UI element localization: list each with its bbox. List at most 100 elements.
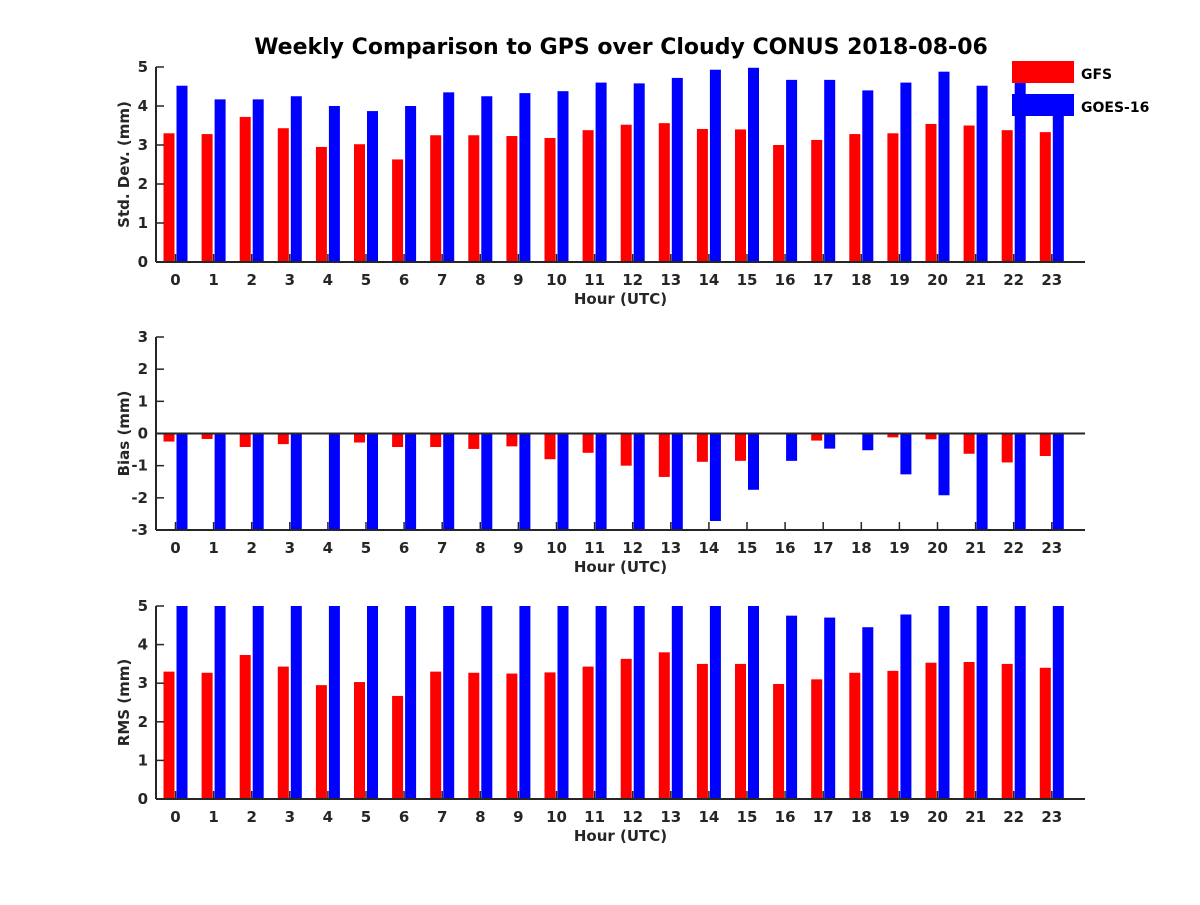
goes-bar-9	[519, 93, 531, 262]
goes-bar-7	[443, 433, 455, 530]
goes-bar-13	[671, 77, 683, 262]
x-tick-label: 6	[399, 539, 409, 557]
x-tick-label: 17	[813, 271, 834, 289]
y-tick-label: 3	[138, 136, 148, 154]
gfs-bar-19	[887, 670, 899, 799]
goes-bar-12	[633, 83, 645, 262]
goes-bar-22	[1014, 433, 1026, 530]
gfs-bar-0	[163, 433, 175, 442]
goes-bar-12	[633, 433, 645, 530]
x-tick-label: 10	[546, 808, 567, 826]
gfs-bar-21	[963, 433, 975, 454]
gfs-bar-0	[163, 133, 175, 262]
goes-bar-6	[405, 606, 417, 799]
gfs-bar-16	[773, 683, 785, 799]
goes-bar-7	[443, 606, 455, 799]
goes-bar-1	[214, 433, 226, 530]
goes-bar-19	[900, 82, 912, 262]
x-tick-label: 2	[246, 271, 256, 289]
gfs-bar-11	[582, 666, 594, 799]
goes-bar-18	[862, 433, 874, 451]
gfs-bar-7	[430, 433, 442, 448]
y-tick-label: 0	[138, 790, 148, 808]
x-tick-label: 12	[622, 808, 643, 826]
gfs-bar-5	[354, 682, 365, 799]
goes-bar-6	[405, 433, 417, 530]
x-tick-label: 20	[927, 808, 948, 826]
gfs-bar-10	[544, 137, 556, 262]
goes-bar-21	[976, 433, 988, 530]
gfs-bar-16	[773, 145, 785, 262]
legend-swatch-gfs	[1012, 61, 1074, 83]
x-tick-label: 22	[1003, 808, 1024, 826]
goes-bar-11	[595, 433, 607, 530]
x-tick-label: 9	[513, 539, 523, 557]
x-tick-label: 3	[285, 539, 295, 557]
x-tick-label: 1	[208, 539, 218, 557]
x-tick-label: 20	[927, 539, 948, 557]
goes-bar-21	[976, 606, 988, 799]
goes-bar-14	[709, 433, 721, 521]
goes-bar-10	[557, 433, 569, 530]
y-tick-label: 2	[138, 713, 148, 731]
y-tick-label: 2	[138, 175, 148, 193]
goes-bar-14	[709, 606, 721, 799]
x-tick-label: 15	[737, 808, 758, 826]
legend: GFS GOES-16	[1012, 61, 1149, 116]
legend-label-goes: GOES-16	[1081, 100, 1149, 116]
goes-bar-4	[328, 606, 340, 799]
x-tick-label: 13	[660, 539, 681, 557]
x-tick-label: 12	[622, 271, 643, 289]
x-axis-label: Hour (UTC)	[574, 827, 667, 845]
goes-bar-12	[633, 606, 645, 799]
x-tick-label: 11	[584, 271, 605, 289]
goes-bar-18	[862, 627, 874, 799]
gfs-bar-9	[506, 136, 518, 262]
x-tick-label: 21	[965, 271, 986, 289]
x-tick-label: 15	[737, 271, 758, 289]
gfs-bar-22	[1001, 130, 1013, 262]
gfs-bar-6	[392, 433, 404, 448]
x-tick-label: 15	[737, 539, 758, 557]
gfs-bar-17	[811, 679, 823, 799]
x-tick-label: 6	[399, 271, 409, 289]
goes-bar-11	[595, 82, 607, 262]
goes-bar-2	[252, 433, 264, 530]
gfs-bar-20	[925, 662, 937, 799]
x-tick-label: 19	[889, 271, 910, 289]
x-tick-label: 5	[361, 271, 371, 289]
goes-bar-4	[328, 433, 340, 530]
x-tick-label: 22	[1003, 271, 1024, 289]
y-tick-label: 3	[138, 674, 148, 692]
x-axis-label: Hour (UTC)	[574, 290, 667, 308]
x-tick-label: 0	[170, 539, 180, 557]
goes-bar-17	[824, 433, 836, 449]
x-tick-label: 23	[1041, 539, 1062, 557]
y-tick-label: -2	[131, 489, 148, 507]
x-tick-label: 4	[323, 539, 333, 557]
gfs-bar-8	[468, 433, 480, 449]
x-tick-label: 8	[475, 271, 485, 289]
goes-bar-17	[824, 79, 836, 263]
gfs-bar-6	[392, 695, 404, 799]
gfs-bar-23	[1039, 433, 1051, 457]
goes-bar-18	[862, 90, 874, 263]
goes-bar-20	[938, 606, 950, 799]
x-tick-label: 19	[889, 539, 910, 557]
x-tick-label: 6	[399, 808, 409, 826]
x-tick-label: 14	[698, 808, 719, 826]
x-tick-label: 10	[546, 271, 567, 289]
gfs-bar-21	[963, 125, 975, 262]
gfs-bar-9	[506, 433, 518, 447]
x-tick-label: 16	[775, 808, 796, 826]
gfs-bar-22	[1001, 433, 1013, 463]
x-tick-label: 11	[584, 808, 605, 826]
gfs-bar-6	[392, 159, 404, 262]
gfs-bar-4	[315, 685, 327, 799]
x-tick-label: 0	[170, 808, 180, 826]
y-tick-label: -3	[131, 521, 148, 539]
gfs-bar-14	[696, 129, 708, 262]
y-tick-label: 1	[138, 392, 148, 410]
goes-bar-22	[1014, 606, 1026, 799]
x-tick-label: 12	[622, 539, 643, 557]
